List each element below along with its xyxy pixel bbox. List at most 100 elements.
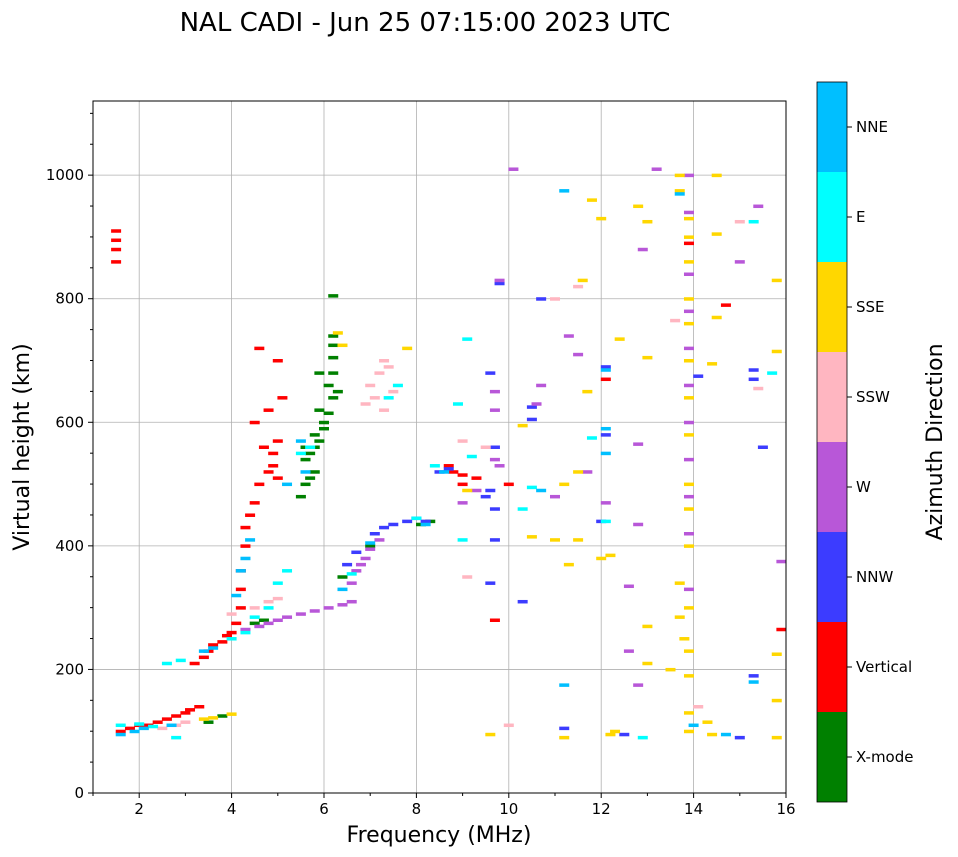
colorbar-tick-label: E (856, 208, 865, 226)
echo-point (494, 464, 505, 468)
echo-point (282, 569, 293, 573)
echo-point (683, 173, 694, 178)
echo-point (148, 724, 159, 729)
echo-point (485, 732, 496, 737)
echo-point (268, 451, 279, 456)
echo-point (526, 485, 537, 490)
echo-point (503, 482, 514, 487)
echo-point (462, 337, 473, 341)
echo-point (305, 451, 316, 456)
echo-point (355, 562, 366, 567)
echo-point (231, 593, 242, 598)
echo-point (693, 705, 704, 709)
echo-point (563, 562, 574, 567)
echo-point (374, 538, 385, 542)
echo-point (462, 575, 473, 579)
echo-point (711, 232, 722, 236)
echo-point (272, 439, 283, 443)
echo-point (351, 550, 362, 555)
echo-point (305, 445, 316, 449)
echo-point (111, 238, 122, 243)
echo-point (605, 732, 616, 737)
echo-point (596, 216, 607, 221)
echo-point (559, 683, 570, 687)
echo-point (208, 643, 219, 647)
echo-point (462, 488, 473, 493)
colorbar-segment (817, 622, 847, 712)
echo-point (328, 294, 339, 298)
echo-point (258, 445, 269, 449)
echo-point (559, 482, 570, 487)
echo-point (379, 359, 390, 363)
echo-points (111, 167, 787, 740)
echo-point (573, 284, 584, 289)
echo-point (240, 556, 251, 561)
echo-point (295, 439, 306, 443)
echo-point (268, 464, 279, 468)
echo-point (217, 640, 228, 644)
echo-point (365, 544, 376, 548)
echo-point (683, 674, 694, 678)
echo-point (221, 633, 232, 638)
echo-point (383, 396, 394, 400)
echo-point (115, 729, 126, 734)
echo-point (683, 297, 694, 301)
echo-point (683, 433, 694, 437)
echo-point (300, 470, 311, 474)
grid-lines (93, 101, 787, 794)
echo-point (129, 729, 140, 734)
colorbar-segment (817, 82, 847, 172)
echo-point (180, 711, 191, 715)
echo-point (573, 352, 584, 357)
colorbar-tick-label: SSW (856, 388, 890, 406)
y-tick-label: 400 (55, 537, 84, 555)
echo-point (771, 698, 782, 703)
echo-point (494, 281, 505, 286)
echo-point (619, 732, 630, 737)
echo-point (134, 722, 145, 726)
echo-point (600, 519, 611, 524)
echo-point (679, 637, 690, 641)
echo-point (600, 368, 611, 372)
echo-point (748, 368, 759, 372)
echo-point (526, 417, 537, 422)
echo-point (388, 522, 399, 527)
echo-point (263, 621, 274, 626)
echo-point (748, 377, 759, 382)
echo-point (683, 383, 694, 388)
echo-point (429, 464, 440, 468)
echo-point (693, 374, 704, 378)
echo-point (111, 260, 122, 264)
echo-point (683, 544, 694, 548)
colorbar-frame (816, 81, 848, 803)
echo-point (577, 278, 588, 283)
azimuth-colorbar: X-mode Vertical NNW W SSW SSE E NNE (816, 81, 913, 803)
echo-point (683, 507, 694, 511)
echo-point (614, 337, 625, 341)
y-tick-label: 200 (55, 660, 84, 678)
echo-point (466, 454, 477, 459)
echo-point (503, 723, 514, 728)
echo-point (189, 661, 200, 666)
echo-point (600, 433, 611, 437)
colorbar-segment (817, 262, 847, 352)
echo-point (240, 627, 251, 632)
echo-point (235, 569, 246, 573)
echo-point (683, 260, 694, 264)
echo-point (365, 541, 376, 545)
echo-point (531, 402, 542, 406)
echo-point (748, 219, 759, 224)
echo-point (485, 488, 496, 493)
echo-point (203, 720, 214, 724)
echo-point (420, 522, 431, 527)
echo-point (480, 494, 491, 499)
echo-point (665, 667, 676, 672)
echo-point (346, 581, 357, 585)
echo-point (249, 621, 260, 626)
echo-point (642, 219, 653, 224)
echo-point (392, 383, 403, 388)
echo-point (346, 599, 357, 604)
echo-point (272, 476, 283, 480)
echo-point (346, 572, 357, 576)
